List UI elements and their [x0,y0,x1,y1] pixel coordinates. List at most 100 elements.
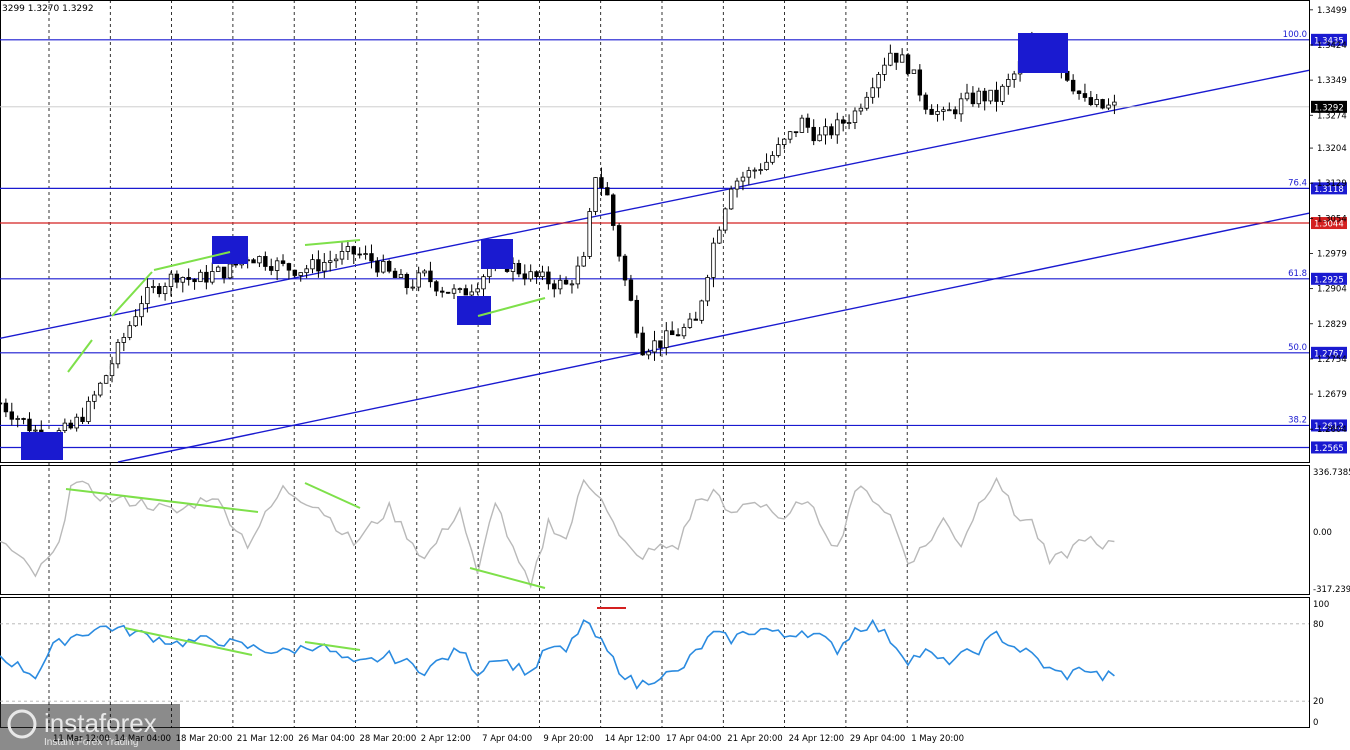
level-value: 1.3044 [1314,220,1344,230]
candle-body [162,286,168,295]
candle-body [964,92,970,100]
candle-body [593,177,598,212]
price-tick-label: 1.2679 [1317,390,1347,400]
candle-body [929,108,934,115]
candle-body [758,169,763,171]
chart-annotations [21,33,1068,460]
rsi-axis-label: 100 [1313,600,1329,610]
fib-label: 50.0 [1288,343,1307,353]
candle-body [404,273,410,289]
candle-body [463,288,469,296]
candle-body [935,111,940,115]
fibonacci-levels: 100.0 76.4 61.8 50.0 38.2 [0,30,1309,449]
candle-body [0,402,3,405]
rsi-axis-label: 20 [1313,697,1324,707]
candle-body [835,119,840,136]
candle-body [192,279,197,283]
candle-body [180,277,185,283]
candle-body [805,117,811,128]
candle-body [911,69,917,74]
candle-body [599,177,604,188]
candle-body [888,52,893,66]
candle-body [109,363,115,377]
candle-body [711,242,716,278]
signal-box [1018,33,1068,73]
candle-body [1100,99,1105,109]
cci-axis-label: 0.00 [1313,528,1332,538]
candle-body [622,255,628,281]
candle-body [139,303,144,318]
vertical-grid [48,0,908,728]
time-label: 2 Apr 12:00 [421,734,471,744]
candle-body [80,416,85,422]
time-axis: 11 Mar 12:00 14 Mar 04:00 18 Mar 20:00 21 M… [53,734,964,744]
candle-body [27,418,32,432]
candle-body [616,225,622,257]
level-value: 1.2767 [1314,349,1344,359]
current-price-badge [1311,100,1347,113]
candle-body [988,89,993,102]
candle-body [481,276,486,290]
candle-body [563,279,569,285]
candle-body [316,259,321,272]
signal-box [212,236,248,264]
time-label: 18 Mar 20:00 [176,734,233,744]
candle-body [557,279,563,290]
candle-body [381,260,386,273]
candle-body [611,194,616,226]
candle-body [540,271,545,278]
candle-body [664,330,669,348]
candle-body [840,119,846,124]
candle-body [705,277,710,302]
candle-body [204,271,209,283]
candle-body [15,418,20,420]
time-label: 17 Apr 04:00 [666,734,721,744]
divergence-line [477,297,546,317]
candle-body [210,271,215,283]
candle-body [953,109,958,115]
candle-body [445,291,451,294]
candle-body [652,340,657,353]
candle-body [369,253,374,262]
candle-body [475,288,480,293]
candle-body [516,263,522,275]
candle-body [151,286,156,288]
candle-body [994,89,999,102]
rsi-axis-label: 80 [1313,620,1324,630]
candle-body [746,170,752,178]
ohlc-header: 3299 1.3270 1.3292 [2,4,94,14]
candle-body [174,273,180,283]
candle-body [982,90,987,102]
candle-body [876,74,881,89]
candle-body [587,211,592,257]
level-badge [1311,419,1347,432]
time-label: 28 Mar 20:00 [360,734,417,744]
candle-body [823,126,828,136]
watermark-brand: instaforex [44,708,157,738]
candle-body [375,260,380,273]
candle-body [1070,79,1076,92]
candle-body [422,270,427,274]
divergence-line [111,271,153,317]
candle-body [280,260,286,264]
price-tick-label: 1.3129 [1317,179,1347,189]
cci-indicator: 336.7385 0.00 -317.2398 [0,468,1350,595]
price-tick-label: 1.2604 [1317,425,1347,435]
cci-divergence-line [469,567,546,589]
candle-body [782,138,787,145]
candle-body [575,265,581,285]
time-label: 1 May 20:00 [911,734,964,744]
price-candles [0,31,1117,451]
candle-body [793,131,799,134]
candle-body [428,270,433,283]
candle-body [363,253,368,255]
candle-body [333,258,339,262]
candle-body [1006,79,1011,87]
candle-body [752,169,757,172]
level-value: 1.3435 [1314,36,1344,46]
candle-body [870,87,875,98]
cci-line [0,476,1115,590]
time-label: 24 Apr 12:00 [789,734,844,744]
level-value: 1.2612 [1314,422,1344,432]
